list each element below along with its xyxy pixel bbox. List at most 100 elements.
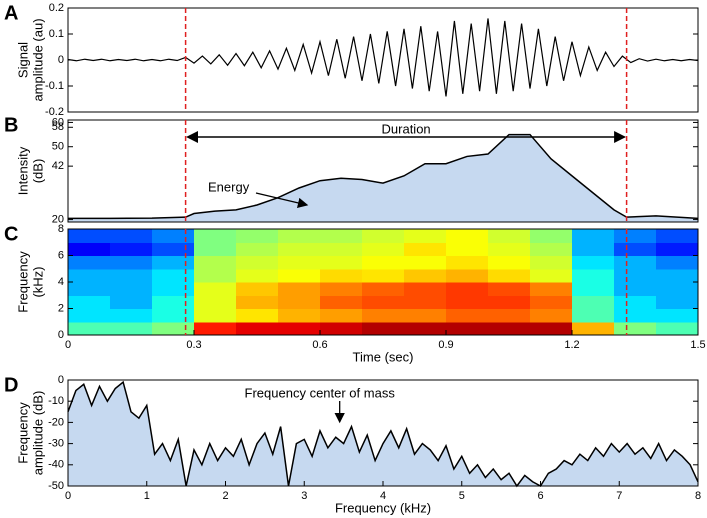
y-tick-label: 0	[58, 54, 64, 66]
x-tick-label: 0.9	[438, 339, 453, 351]
spectrogram-cell	[572, 255, 615, 270]
y-tick-label: 8	[58, 223, 64, 235]
spectrogram-cell	[530, 229, 573, 243]
spectrogram-cell	[236, 321, 279, 336]
spectrogram-cell	[488, 321, 531, 336]
x-tick-label: 4	[380, 490, 386, 502]
spectrogram-cell	[152, 255, 195, 270]
panel-letter: A	[4, 2, 18, 24]
x-tick-label: 1.2	[564, 339, 579, 351]
y-tick-label: -50	[48, 480, 64, 492]
spectrogram-cell	[320, 229, 363, 243]
x-tick-label: 8	[695, 490, 701, 502]
spectrogram-cell	[404, 321, 447, 336]
spectrogram-cell	[362, 308, 405, 323]
spectrogram-cell	[614, 282, 657, 296]
spectrogram-cell	[236, 242, 279, 257]
spectrogram-cell	[110, 321, 153, 336]
spectrogram-cell	[614, 321, 657, 336]
y-axis-label: amplitude (au)	[30, 18, 45, 101]
spectrogram-cell	[320, 295, 363, 310]
spectrogram-cell	[278, 268, 321, 283]
spectrogram-cell	[152, 282, 195, 296]
spectrogram-cell	[656, 282, 699, 296]
spectrogram-cell	[236, 295, 279, 310]
spectrogram-cell	[362, 255, 405, 270]
spectrogram-cell	[656, 242, 699, 257]
spectrogram-cell	[614, 229, 657, 243]
x-tick-label: 0.3	[186, 339, 201, 351]
spectrogram-cell	[68, 242, 111, 257]
spectrogram-cell	[362, 295, 405, 310]
spectrogram-cell	[446, 255, 489, 270]
x-axis-label: Time (sec)	[353, 349, 414, 364]
spectrogram-cell	[194, 255, 237, 270]
spectrogram-cell	[194, 229, 237, 243]
y-tick-label: 6	[58, 249, 64, 261]
spectrogram-cell	[194, 268, 237, 283]
spectrogram-cell	[446, 229, 489, 243]
spectrogram-cell	[446, 321, 489, 336]
spectrogram-cell	[530, 242, 573, 257]
spectrogram-cell	[68, 295, 111, 310]
duration-label: Duration	[382, 121, 431, 136]
spectrogram-cell	[236, 282, 279, 296]
spectrogram-cell	[530, 308, 573, 323]
y-tick-label: 0.2	[49, 2, 64, 14]
spectrogram-cell	[530, 321, 573, 336]
spectrogram-cell	[488, 282, 531, 296]
y-axis-label: Frequency	[15, 251, 30, 313]
y-axis-label: Intensity	[15, 146, 30, 195]
spectrogram-cell	[362, 282, 405, 296]
spectrogram-cell	[362, 321, 405, 336]
y-tick-label: 58	[52, 121, 64, 133]
spectrogram-cell	[152, 295, 195, 310]
spectrogram-cell	[194, 242, 237, 257]
spectrogram-cell	[614, 308, 657, 323]
spectrogram-cell	[530, 295, 573, 310]
spectrogram-cell	[278, 229, 321, 243]
y-axis-label: amplitude (dB)	[30, 391, 45, 476]
spectrogram-cell	[152, 308, 195, 323]
spectrogram-cell	[656, 229, 699, 243]
spectrogram-cell	[446, 268, 489, 283]
spectrogram-cell	[320, 242, 363, 257]
x-tick-label: 0.6	[312, 339, 327, 351]
spectrogram-cell	[320, 308, 363, 323]
y-tick-label: -0.2	[45, 106, 64, 118]
spectrogram-cell	[110, 242, 153, 257]
x-tick-label: 3	[301, 490, 307, 502]
y-axis-label: Signal	[15, 42, 30, 78]
spectrogram-cell	[404, 229, 447, 243]
spectrogram-cell	[194, 282, 237, 296]
y-tick-label: 4	[58, 276, 64, 288]
x-tick-label: 0	[65, 490, 71, 502]
area-fill	[68, 382, 698, 486]
spectrogram-cell	[404, 295, 447, 310]
y-tick-label: -20	[48, 416, 64, 428]
spectrogram-cell	[572, 295, 615, 310]
spectrogram-cell	[68, 229, 111, 243]
spectrogram-cell	[446, 242, 489, 257]
spectrogram-cell	[614, 242, 657, 257]
x-tick-label: 5	[459, 490, 465, 502]
spectrogram-cell	[656, 295, 699, 310]
spectrogram-cell	[572, 268, 615, 283]
spectrogram-cell	[572, 321, 615, 336]
spectrogram-cell	[320, 282, 363, 296]
y-tick-label: -10	[48, 395, 64, 407]
spectrogram-cell	[614, 295, 657, 310]
annotation: Frequency center of mass	[245, 385, 396, 400]
spectrogram-cell	[110, 229, 153, 243]
spectrogram-cell	[404, 242, 447, 257]
spectrogram-cell	[152, 229, 195, 243]
spectrogram-cell	[404, 268, 447, 283]
y-axis-label: (kHz)	[30, 266, 45, 297]
spectrogram-cell	[194, 295, 237, 310]
spectrogram-cell	[614, 268, 657, 283]
x-tick-label: 0	[65, 339, 71, 351]
spectrogram-cell	[320, 321, 363, 336]
spectrogram-cell	[530, 255, 573, 270]
area-line	[68, 133, 699, 220]
